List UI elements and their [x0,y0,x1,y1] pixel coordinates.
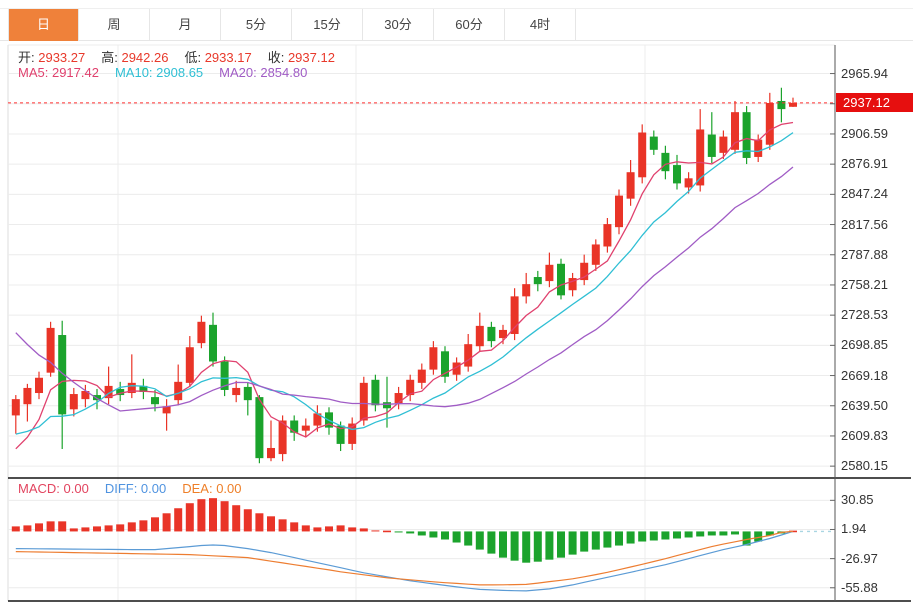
legend-item: DEA: 0.00 [182,481,242,496]
tab-5分[interactable]: 5分 [221,9,292,41]
axis-tick-label: -55.88 [841,579,878,595]
timeframe-toolbar: 日周月 5分 15分 30分 60分 4时 [0,8,913,41]
legend-item: DIFF: 0.00 [104,481,167,496]
legend-item: 低: 2933.17 [184,50,252,65]
tab-60分[interactable]: 60分 [434,9,505,41]
legend-item: MA20: 2854.80 [219,65,308,80]
tab-月[interactable]: 月 [150,9,221,41]
axis-tick-label: 2876.91 [841,156,888,172]
axis-tick-label: 2758.21 [841,276,888,292]
axis-tick-label: -26.97 [841,550,878,566]
axis-tick-label: 30.85 [841,492,874,508]
axis-tick-label: 2817.56 [841,216,888,232]
macd-legend: MACD: 0.00 DIFF: 0.00 DEA: 0.00 [18,481,258,496]
axis-tick-label: 2639.50 [841,397,888,413]
axis-tick-label: 2728.53 [841,307,888,323]
tab-30分[interactable]: 30分 [363,9,434,41]
axis-tick-label: 2847.24 [841,186,888,202]
axis-tick-label: 2669.18 [841,367,888,383]
axis-tick-label: 2609.83 [841,427,888,443]
axis-tick-label: 1.94 [841,521,867,537]
legend-item: 开: 2933.27 [18,50,86,65]
ma-legend: MA5: 2917.42 MA10: 2908.65 MA20: 2854.80 [18,65,323,80]
axis-tick-label: 2965.94 [841,65,888,81]
legend-item: MA5: 2917.42 [18,65,99,80]
axis-tick-label: 2787.88 [841,246,888,262]
legend-item: 高: 2942.26 [101,50,169,65]
axis-tick-label: 2906.59 [841,125,888,141]
legend-item: 收: 2937.12 [267,50,335,65]
axis-tick-label: 2580.15 [841,458,888,474]
tab-15分[interactable]: 15分 [292,9,363,41]
legend-item: MACD: 0.00 [18,481,89,496]
tab-4时[interactable]: 4时 [505,9,576,41]
ohlc-legend: 开: 2933.27 高: 2942.26 低: 2933.17 收: 2937.12 [18,47,351,66]
tab-日[interactable]: 日 [8,9,79,41]
current-price-badge: 2937.12 [836,93,913,113]
tab-周[interactable]: 周 [79,9,150,41]
axis-tick-label: 2698.85 [841,337,888,353]
legend-item: MA10: 2908.65 [114,65,204,80]
